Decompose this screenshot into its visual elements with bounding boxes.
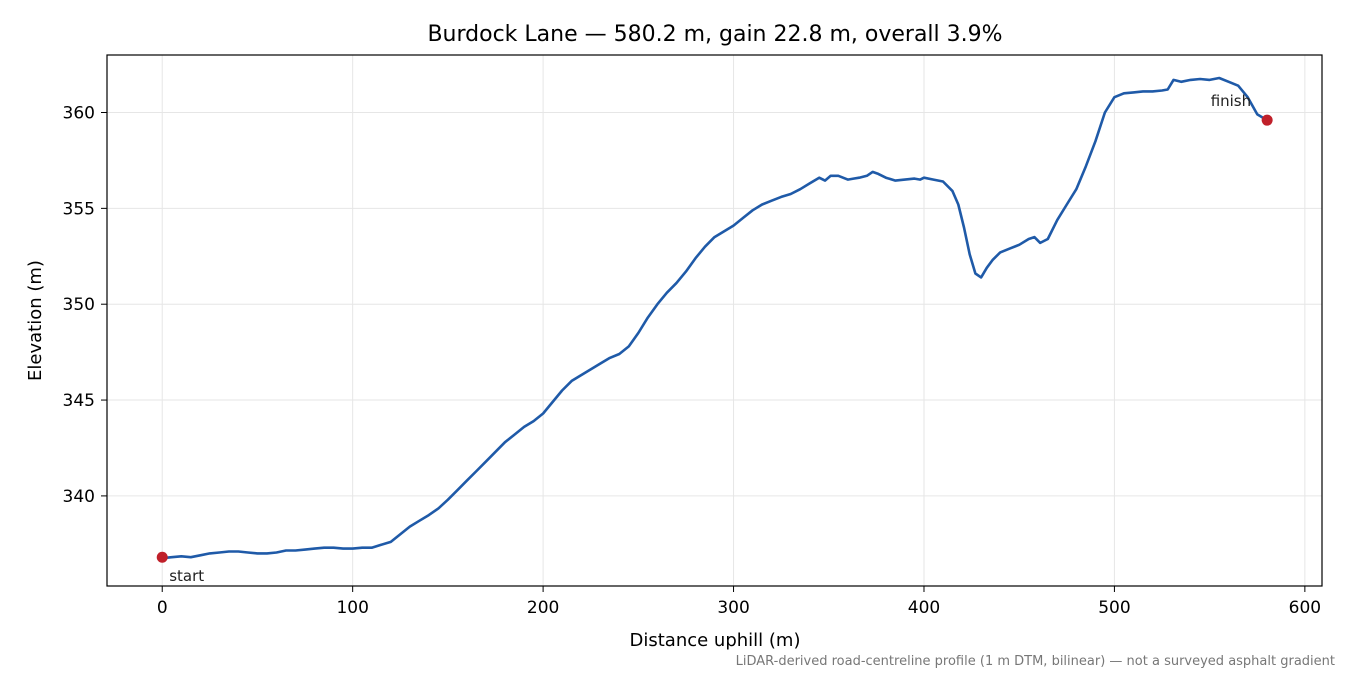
x-tick-label: 600 [1289, 598, 1321, 618]
x-tick-label: 500 [1098, 598, 1130, 618]
y-tick-label: 360 [63, 104, 95, 124]
y-tick-label: 340 [63, 487, 95, 507]
x-tick-label: 0 [157, 598, 168, 618]
finish-label: finish [1211, 92, 1251, 110]
grid [107, 55, 1322, 586]
start-label: start [169, 567, 204, 585]
chart-title: Burdock Lane — 580.2 m, gain 22.8 m, ove… [427, 22, 1002, 47]
x-tick-label: 200 [527, 598, 559, 618]
x-axis-label: Distance uphill (m) [630, 630, 801, 651]
x-tick-label: 100 [336, 598, 368, 618]
x-tick-label: 300 [717, 598, 749, 618]
y-tick-label: 350 [63, 295, 95, 315]
axes-frame [106, 54, 1323, 587]
elevation-line [160, 76, 1269, 560]
start-marker [156, 551, 168, 563]
finish-marker [1261, 114, 1273, 126]
y-tick-label: 355 [63, 199, 95, 219]
series-layer [160, 76, 1269, 560]
y-tick-label: 345 [63, 391, 95, 411]
x-tick-label: 400 [908, 598, 940, 618]
ticks: 0 100 200 300 400 500 600 340 345 350 355 360 [63, 104, 1322, 618]
y-axis-label: Elevation (m) [25, 260, 46, 381]
marker-layer: start finish [156, 92, 1273, 585]
footnote: LiDAR-derived road-centreline profile (1… [736, 654, 1335, 669]
